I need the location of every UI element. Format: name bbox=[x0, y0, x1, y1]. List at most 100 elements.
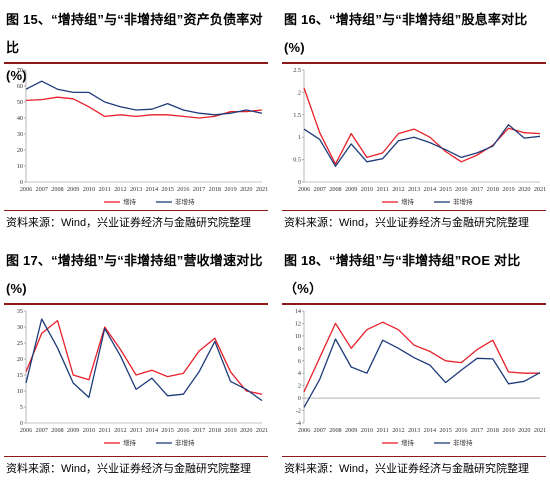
x-tick-label: 2018 bbox=[487, 186, 499, 193]
y-tick-label: 2 bbox=[298, 383, 301, 390]
x-tick-label: 2017 bbox=[193, 427, 205, 434]
y-tick-label: 2.5 bbox=[293, 67, 301, 74]
y-tick-label: 20 bbox=[17, 356, 23, 363]
legend-label: 非增持 bbox=[453, 438, 473, 447]
x-tick-label: 2006 bbox=[20, 427, 32, 434]
x-tick-label: 2013 bbox=[130, 427, 142, 434]
y-tick-label: 1.5 bbox=[293, 112, 301, 119]
legend-label: 非增持 bbox=[175, 438, 195, 447]
x-tick-label: 2007 bbox=[314, 427, 326, 434]
x-tick-label: 2011 bbox=[377, 427, 389, 434]
legend-label: 非增持 bbox=[175, 197, 195, 206]
x-tick-label: 2012 bbox=[114, 427, 126, 434]
x-tick-label: 2009 bbox=[345, 427, 357, 434]
y-tick-label: 4 bbox=[298, 370, 301, 377]
title-rule bbox=[282, 62, 546, 64]
x-tick-label: 2015 bbox=[439, 427, 451, 434]
y-tick-label: 0 bbox=[298, 179, 301, 186]
y-tick-label: 0 bbox=[298, 395, 301, 402]
x-tick-label: 2009 bbox=[67, 186, 79, 193]
x-tick-label: 2012 bbox=[114, 186, 126, 193]
chart-panel-16: 图 16、“增持组”与“非增持组”股息率对比 (%) 0 0.5 1 1.5 2 2.5 2… bbox=[278, 0, 550, 241]
x-tick-label: 2008 bbox=[329, 427, 341, 434]
x-tick-label: 2019 bbox=[502, 427, 514, 434]
chart-panel-15: 图 15、“增持组”与“非增持组”资产负债率对比 (%) 0 10 20 30 40 50… bbox=[0, 0, 272, 241]
source-note: 资料来源：Wind，兴业证券经济与金融研究院整理 bbox=[6, 463, 252, 475]
y-tick-label: 10 bbox=[17, 388, 23, 395]
x-tick-label: 2010 bbox=[361, 186, 373, 193]
chart-title: 图 18、“增持组”与“非增持组”ROE 对比（%） bbox=[284, 247, 546, 303]
x-tick-label: 2015 bbox=[161, 427, 173, 434]
x-tick-label: 2017 bbox=[193, 186, 205, 193]
y-tick-label: 30 bbox=[17, 131, 23, 138]
x-tick-label: 2010 bbox=[361, 427, 373, 434]
series-line-0 bbox=[25, 319, 263, 395]
series-line-0 bbox=[303, 321, 540, 393]
x-tick-label: 2006 bbox=[20, 186, 32, 193]
x-tick-label: 2013 bbox=[130, 186, 142, 193]
x-tick-label: 2019 bbox=[224, 186, 236, 193]
line-chart: 0 10 20 30 40 50 60 70 2006 2007 2008 2009 2010 2011 2… bbox=[4, 64, 270, 214]
x-tick-label: 2007 bbox=[314, 186, 326, 193]
y-tick-label: 60 bbox=[17, 83, 23, 90]
bottom-rule bbox=[4, 210, 268, 211]
y-tick-label: 12 bbox=[295, 320, 301, 327]
x-tick-label: 2010 bbox=[83, 186, 95, 193]
x-tick-label: 2016 bbox=[177, 186, 189, 193]
x-tick-label: 2011 bbox=[99, 186, 111, 193]
series-line-1 bbox=[25, 80, 263, 116]
x-tick-label: 2009 bbox=[345, 186, 357, 193]
x-tick-label: 2018 bbox=[487, 427, 499, 434]
line-chart: 0 0.5 1 1.5 2 2.5 2006 2007 2008 2009 2010 2011 2012… bbox=[282, 64, 548, 214]
legend-label: 增持 bbox=[401, 438, 415, 447]
chart-title-line1: 图 15、“增持组”与“非增持组”资产负债率对比 bbox=[6, 12, 263, 55]
x-tick-label: 2017 bbox=[471, 427, 483, 434]
x-tick-label: 2021 bbox=[534, 427, 546, 434]
x-tick-label: 2014 bbox=[424, 427, 436, 434]
chart-title: 图 16、“增持组”与“非增持组”股息率对比 (%) bbox=[284, 6, 546, 62]
x-tick-label: 2019 bbox=[502, 186, 514, 193]
y-tick-label: 50 bbox=[17, 99, 23, 106]
y-tick-label: 5 bbox=[20, 404, 23, 411]
chart-title-unit: (%) bbox=[6, 68, 27, 83]
x-tick-label: 2020 bbox=[240, 186, 252, 193]
x-tick-label: 2009 bbox=[67, 427, 79, 434]
x-tick-label: 2020 bbox=[518, 427, 530, 434]
y-tick-label: 6 bbox=[298, 358, 301, 365]
y-tick-label: 10 bbox=[17, 163, 23, 170]
source-note: 资料来源：Wind，兴业证券经济与金融研究院整理 bbox=[284, 217, 530, 229]
y-tick-label: 14 bbox=[295, 308, 301, 315]
y-tick-label: 30 bbox=[17, 324, 23, 331]
x-tick-label: 2016 bbox=[177, 427, 189, 434]
chart-title-unit: (%) bbox=[6, 281, 27, 296]
series-line-0 bbox=[25, 96, 263, 119]
y-tick-label: 40 bbox=[17, 115, 23, 122]
x-tick-label: 2015 bbox=[439, 186, 451, 193]
x-tick-label: 2021 bbox=[534, 186, 546, 193]
x-tick-label: 2006 bbox=[298, 186, 310, 193]
y-tick-label: 70 bbox=[17, 67, 23, 74]
y-tick-label: 35 bbox=[17, 308, 23, 315]
x-tick-label: 2018 bbox=[209, 427, 221, 434]
y-tick-label: 0.5 bbox=[293, 157, 301, 164]
x-tick-label: 2010 bbox=[83, 427, 95, 434]
line-chart: 0 5 10 15 20 25 30 35 2006 2007 2008 2009 2010 2011 20… bbox=[4, 305, 270, 455]
x-tick-label: 2012 bbox=[392, 186, 404, 193]
x-tick-label: 2018 bbox=[209, 186, 221, 193]
chart-title-line1: 图 18、“增持组”与“非增持组”ROE 对比（%） bbox=[284, 253, 521, 296]
x-tick-label: 2014 bbox=[424, 186, 436, 193]
x-tick-label: 2020 bbox=[240, 427, 252, 434]
chart-title-unit: (%) bbox=[284, 40, 305, 55]
series-line-1 bbox=[303, 338, 541, 408]
x-tick-label: 2007 bbox=[36, 186, 48, 193]
x-tick-label: 2007 bbox=[36, 427, 48, 434]
x-tick-label: 2013 bbox=[408, 186, 420, 193]
y-tick-label: -4 bbox=[296, 420, 301, 427]
bottom-rule bbox=[282, 456, 546, 457]
x-tick-label: 2012 bbox=[392, 427, 404, 434]
x-tick-label: 2008 bbox=[329, 186, 341, 193]
